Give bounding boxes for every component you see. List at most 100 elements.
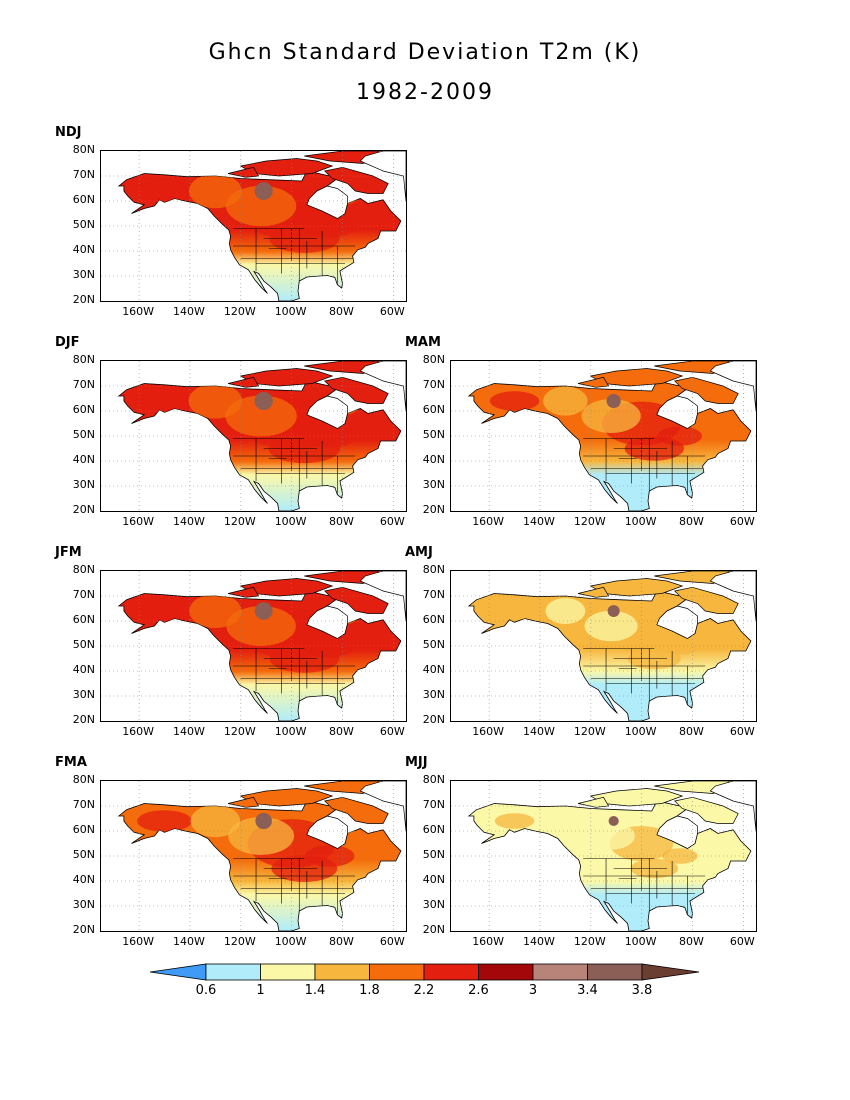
anomaly-patch (494, 813, 535, 829)
lat-tick-label: 40N (422, 873, 445, 886)
lon-tick-label: 140W (173, 725, 205, 738)
panel-label-amj: AMJ (405, 545, 433, 560)
lon-tick-label: 120W (223, 305, 256, 318)
hudson-bay (306, 395, 348, 429)
colorbar-level-label: 1.4 (304, 983, 326, 998)
panel-label-djf: DJF (55, 335, 80, 350)
lat-tick-label: 30N (72, 898, 95, 911)
arctic-island (589, 368, 684, 387)
map-frame-mam (450, 360, 757, 512)
map-djf (101, 361, 406, 511)
lon-tick-label: 120W (223, 515, 256, 528)
panel-label-jfm: JFM (55, 545, 82, 560)
lat-tick-label: 70N (72, 588, 95, 601)
lat-tick-label: 70N (422, 798, 445, 811)
lat-tick-label: 20N (72, 713, 95, 726)
panel-ndj: NDJ 80N 70N 60N 50N 40N 30N 20N 160W 140W 120W 100W… (55, 125, 410, 325)
colorbar-swatch (423, 963, 479, 981)
lon-tick-label: 160W (122, 515, 155, 528)
lat-tick-label: 80N (422, 353, 445, 366)
arctic-island (578, 796, 610, 808)
anomaly-patch (587, 822, 635, 850)
map-mam (451, 361, 756, 511)
lon-tick-label: 100W (274, 305, 307, 318)
lat-tick-label: 20N (72, 293, 95, 306)
lat-tick-label: 80N (72, 143, 95, 156)
anomaly-patch (190, 804, 241, 838)
lat-tick-label: 50N (72, 848, 95, 861)
greenland (359, 781, 406, 832)
map-subtitle: 1982-2009 (356, 80, 494, 105)
greenland (709, 361, 756, 412)
greenland (709, 781, 756, 832)
lat-tick-label: 40N (422, 663, 445, 676)
lat-tick-label: 60N (72, 193, 95, 206)
panel-label-mjj: MJJ (405, 755, 428, 770)
lon-tick-label: 100W (274, 515, 307, 528)
high-variability-patch (254, 602, 273, 620)
panel-mam: MAM 80N 70N 60N 50N 40N 30N 20N 160W 140W 120W 100W… (405, 335, 760, 535)
high-variability-patch (608, 816, 619, 826)
lat-tick-label: 20N (422, 923, 445, 936)
map-frame-fma (100, 780, 407, 932)
lon-tick-label: 100W (624, 725, 657, 738)
arctic-island (673, 796, 739, 824)
lat-tick-label: 80N (422, 773, 445, 786)
colorbar-swatch (532, 963, 588, 981)
anomaly-patch (188, 383, 243, 419)
arctic-island (589, 788, 684, 807)
arctic-island (228, 166, 260, 178)
panel-mjj: MJJ 80N 70N 60N 50N 40N 30N 20N 160W 140W 120W 100W… (405, 755, 760, 955)
arctic-island (239, 368, 334, 387)
map-frame-djf (100, 360, 407, 512)
anomaly-patch (228, 817, 295, 855)
lon-tick-label: 80W (679, 725, 704, 738)
lat-tick-label: 70N (72, 798, 95, 811)
lon-tick-label: 60W (729, 725, 755, 738)
lon-tick-label: 160W (122, 305, 155, 318)
colorbar-level-label: 3 (528, 983, 538, 998)
lat-tick-label: 70N (422, 588, 445, 601)
lon-tick-label: 120W (573, 935, 606, 948)
arctic-island (323, 796, 389, 824)
lon-tick-label: 60W (379, 305, 405, 318)
arctic-island (323, 586, 389, 614)
anomaly-patch (225, 395, 297, 437)
anomaly-patch (547, 809, 584, 833)
greenland (359, 571, 406, 622)
hudson-bay (656, 395, 698, 429)
hudson-bay (656, 815, 698, 849)
panel-amj: AMJ 80N 70N 60N 50N 40N 30N 20N 160W 140W 120W 100W… (405, 545, 760, 745)
anomaly-patch (543, 386, 588, 416)
colorbar-graphic (150, 963, 700, 981)
lon-tick-label: 140W (523, 725, 555, 738)
lon-tick-label: 100W (624, 515, 657, 528)
lat-tick-label: 80N (422, 563, 445, 576)
arctic-island (228, 586, 260, 598)
anomaly-patch (189, 173, 242, 209)
arctic-island (228, 796, 260, 808)
colorbar (150, 962, 700, 982)
hudson-bay (306, 185, 348, 219)
colorbar-swatch (369, 963, 425, 981)
lon-tick-label: 60W (379, 515, 405, 528)
greenland (709, 571, 756, 622)
lon-tick-label: 140W (173, 935, 205, 948)
colorbar-level-label: 3.8 (631, 983, 653, 998)
map-ndj (101, 151, 406, 301)
colorbar-swatch (587, 963, 643, 981)
lat-tick-label: 40N (72, 453, 95, 466)
colorbar-level-label: 2.6 (468, 983, 489, 998)
colorbar-level-label: 0.6 (195, 983, 217, 998)
anomaly-patch (225, 185, 297, 227)
lon-tick-label: 80W (329, 305, 354, 318)
lat-tick-label: 60N (422, 823, 445, 836)
anomaly-patch (134, 389, 195, 413)
map-frame-jfm (100, 570, 407, 722)
lat-tick-label: 20N (72, 503, 95, 516)
arctic-island (239, 578, 334, 597)
map-frame-mjj (450, 780, 757, 932)
lon-tick-label: 60W (379, 725, 405, 738)
lat-tick-label: 80N (72, 773, 95, 786)
anomaly-patch (189, 593, 242, 629)
